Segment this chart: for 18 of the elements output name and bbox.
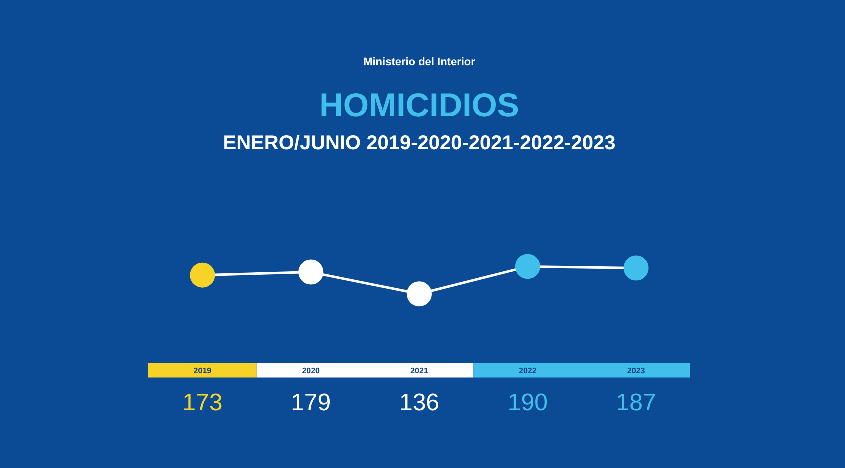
point bbox=[298, 260, 324, 285]
text: Ministerio del Interior bbox=[364, 56, 476, 68]
point bbox=[407, 282, 432, 307]
data-label: 179 bbox=[291, 389, 332, 416]
x-tick-label: 2021 bbox=[410, 366, 429, 376]
x-tick-label: 2020 bbox=[302, 366, 321, 376]
chart-title: HOMICIDIOS bbox=[320, 86, 520, 124]
x-tick-label: 2022 bbox=[519, 366, 538, 376]
point bbox=[515, 254, 540, 280]
data-label: 190 bbox=[508, 389, 548, 416]
x-tick-label: 2019 bbox=[194, 366, 212, 376]
data-label: 136 bbox=[399, 389, 440, 416]
data-label: 187 bbox=[616, 389, 656, 416]
data-label: 173 bbox=[182, 389, 223, 416]
point bbox=[190, 262, 216, 288]
x-tick-label: 2023 bbox=[627, 366, 646, 376]
chart-subtitle: ENERO/JUNIO 2019-2020-2021-2022-2023 bbox=[223, 132, 616, 154]
point bbox=[624, 256, 649, 281]
